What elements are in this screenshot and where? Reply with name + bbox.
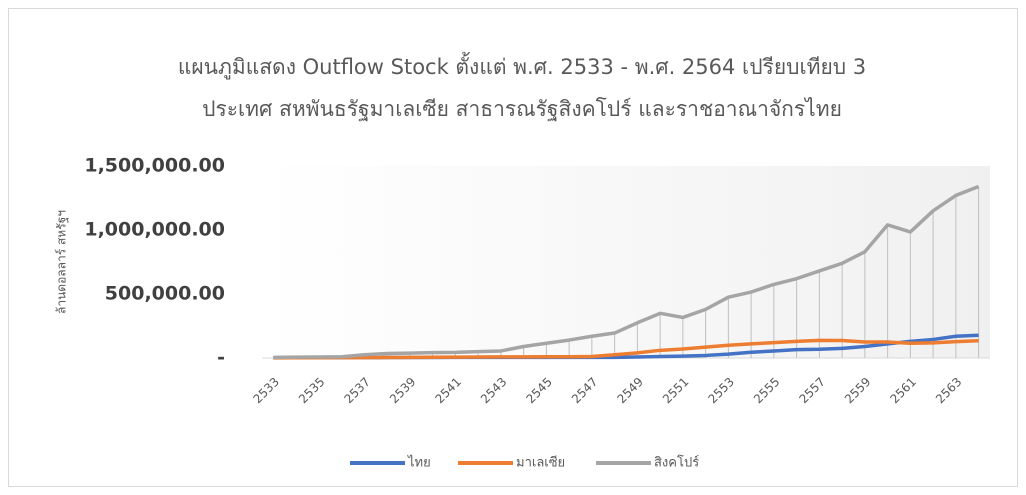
legend-label: มาเลเซีย [516,455,565,471]
y-axis-title: ล้านดอลลาร์ สหรัฐฯ [55,210,69,314]
series-line [273,184,980,360]
y-tick-label: 500,000.00 [105,283,225,305]
y-tick-label: - [217,347,225,369]
chart-title: ประเทศ สหพันธรัฐมาเลเซีย สาธารณรัฐสิงคโป… [202,97,842,121]
series-line [273,338,979,360]
y-tick-label: 1,500,000.00 [84,155,225,177]
plot-area [262,166,990,358]
y-tick-label: 1,000,000.00 [84,219,225,241]
chart-title: แผนภูมิแสดง Outflow Stock ตั้งแต่ พ.ศ. 2… [178,52,866,80]
legend-label: สิงคโปร์ [654,455,699,471]
legend-label: ไทย [407,455,431,471]
